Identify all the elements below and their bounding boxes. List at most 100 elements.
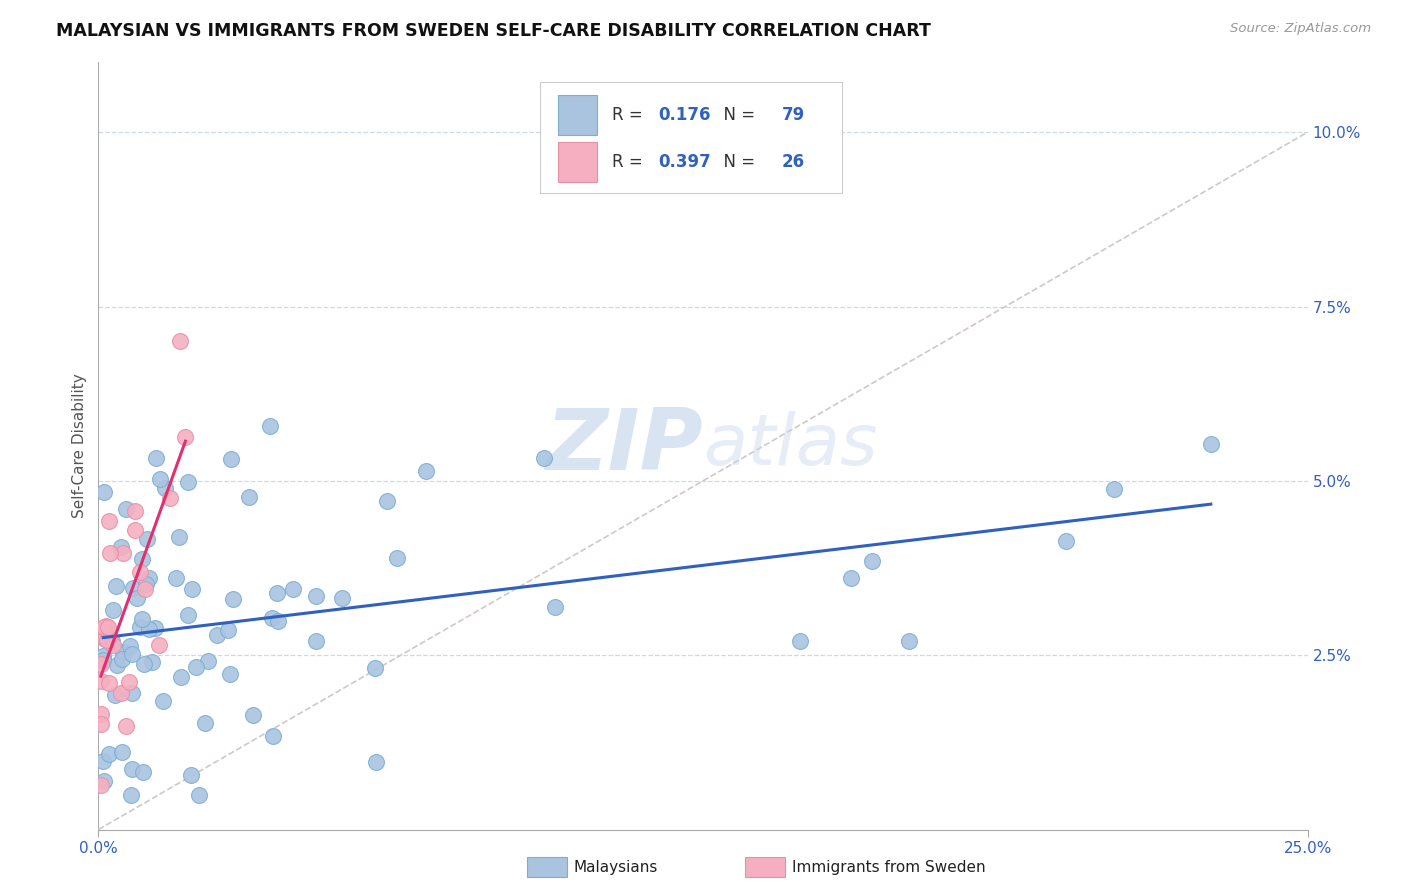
Point: [121, 686, 143, 700]
Point: [148, 638, 170, 652]
Point: [186, 660, 208, 674]
Point: [543, 599, 565, 614]
Point: [375, 494, 398, 508]
Point: [94, 632, 117, 647]
Point: [839, 571, 862, 585]
Point: [180, 582, 202, 597]
Point: [121, 647, 143, 661]
Point: [153, 482, 176, 496]
Point: [364, 661, 387, 675]
Point: [90, 706, 112, 721]
Point: [112, 546, 135, 560]
Point: [219, 667, 242, 681]
Y-axis label: Self-Care Disability: Self-Care Disability: [72, 374, 87, 518]
Point: [122, 581, 145, 595]
Point: [93, 773, 115, 788]
Point: [152, 694, 174, 708]
Point: [90, 673, 112, 688]
Point: [131, 552, 153, 566]
Text: N =: N =: [713, 153, 761, 171]
Point: [262, 611, 284, 625]
Point: [96, 633, 118, 648]
Point: [93, 648, 115, 663]
Point: [170, 670, 193, 684]
Point: [149, 472, 172, 486]
Text: 0.397: 0.397: [658, 153, 711, 171]
Point: [138, 571, 160, 585]
Point: [222, 591, 245, 606]
Point: [167, 530, 190, 544]
Point: [110, 540, 132, 554]
Point: [131, 612, 153, 626]
Point: [112, 645, 135, 659]
Text: ZIP: ZIP: [546, 404, 703, 488]
Point: [90, 657, 112, 671]
Text: atlas: atlas: [703, 411, 877, 481]
Point: [104, 579, 127, 593]
Point: [789, 634, 811, 648]
Point: [266, 585, 288, 599]
Point: [1102, 483, 1125, 497]
Point: [118, 674, 141, 689]
Point: [304, 634, 326, 648]
Text: 26: 26: [782, 153, 804, 171]
Point: [97, 747, 120, 762]
Point: [134, 657, 156, 671]
Point: [118, 639, 141, 653]
Text: Source: ZipAtlas.com: Source: ZipAtlas.com: [1230, 22, 1371, 36]
Point: [114, 501, 136, 516]
Point: [97, 514, 120, 528]
Point: [860, 554, 883, 568]
Point: [238, 490, 260, 504]
Point: [197, 654, 219, 668]
Point: [177, 607, 200, 622]
Point: [132, 765, 155, 780]
Point: [91, 755, 114, 769]
Point: [180, 767, 202, 781]
Point: [111, 745, 134, 759]
Point: [259, 419, 281, 434]
Point: [387, 550, 409, 565]
Point: [267, 615, 290, 629]
Point: [93, 620, 115, 634]
Point: [366, 755, 388, 769]
Point: [125, 591, 148, 605]
Point: [141, 655, 163, 669]
Point: [124, 504, 146, 518]
Point: [115, 719, 138, 733]
Point: [136, 532, 159, 546]
Point: [1054, 533, 1077, 548]
Point: [134, 577, 156, 591]
Point: [242, 708, 264, 723]
Point: [93, 485, 115, 500]
Point: [165, 571, 187, 585]
Point: [121, 762, 143, 776]
Point: [98, 676, 121, 690]
Point: [101, 638, 124, 652]
Point: [121, 788, 143, 802]
FancyBboxPatch shape: [540, 81, 842, 193]
Point: [217, 624, 239, 638]
Point: [134, 582, 156, 596]
Point: [101, 603, 124, 617]
Point: [159, 491, 181, 505]
Text: 79: 79: [782, 105, 804, 124]
Point: [415, 464, 437, 478]
Point: [104, 688, 127, 702]
Point: [107, 657, 129, 672]
Point: [138, 622, 160, 636]
Point: [174, 430, 197, 444]
Text: Immigrants from Sweden: Immigrants from Sweden: [792, 860, 986, 874]
Text: R =: R =: [613, 105, 648, 124]
Text: R =: R =: [613, 153, 648, 171]
Point: [169, 334, 191, 349]
Point: [262, 729, 284, 743]
Point: [145, 450, 167, 465]
Point: [97, 620, 120, 634]
Point: [205, 628, 228, 642]
Point: [124, 523, 146, 537]
Point: [177, 475, 200, 489]
Text: 0.176: 0.176: [658, 105, 711, 124]
Point: [129, 620, 152, 634]
Point: [194, 715, 217, 730]
